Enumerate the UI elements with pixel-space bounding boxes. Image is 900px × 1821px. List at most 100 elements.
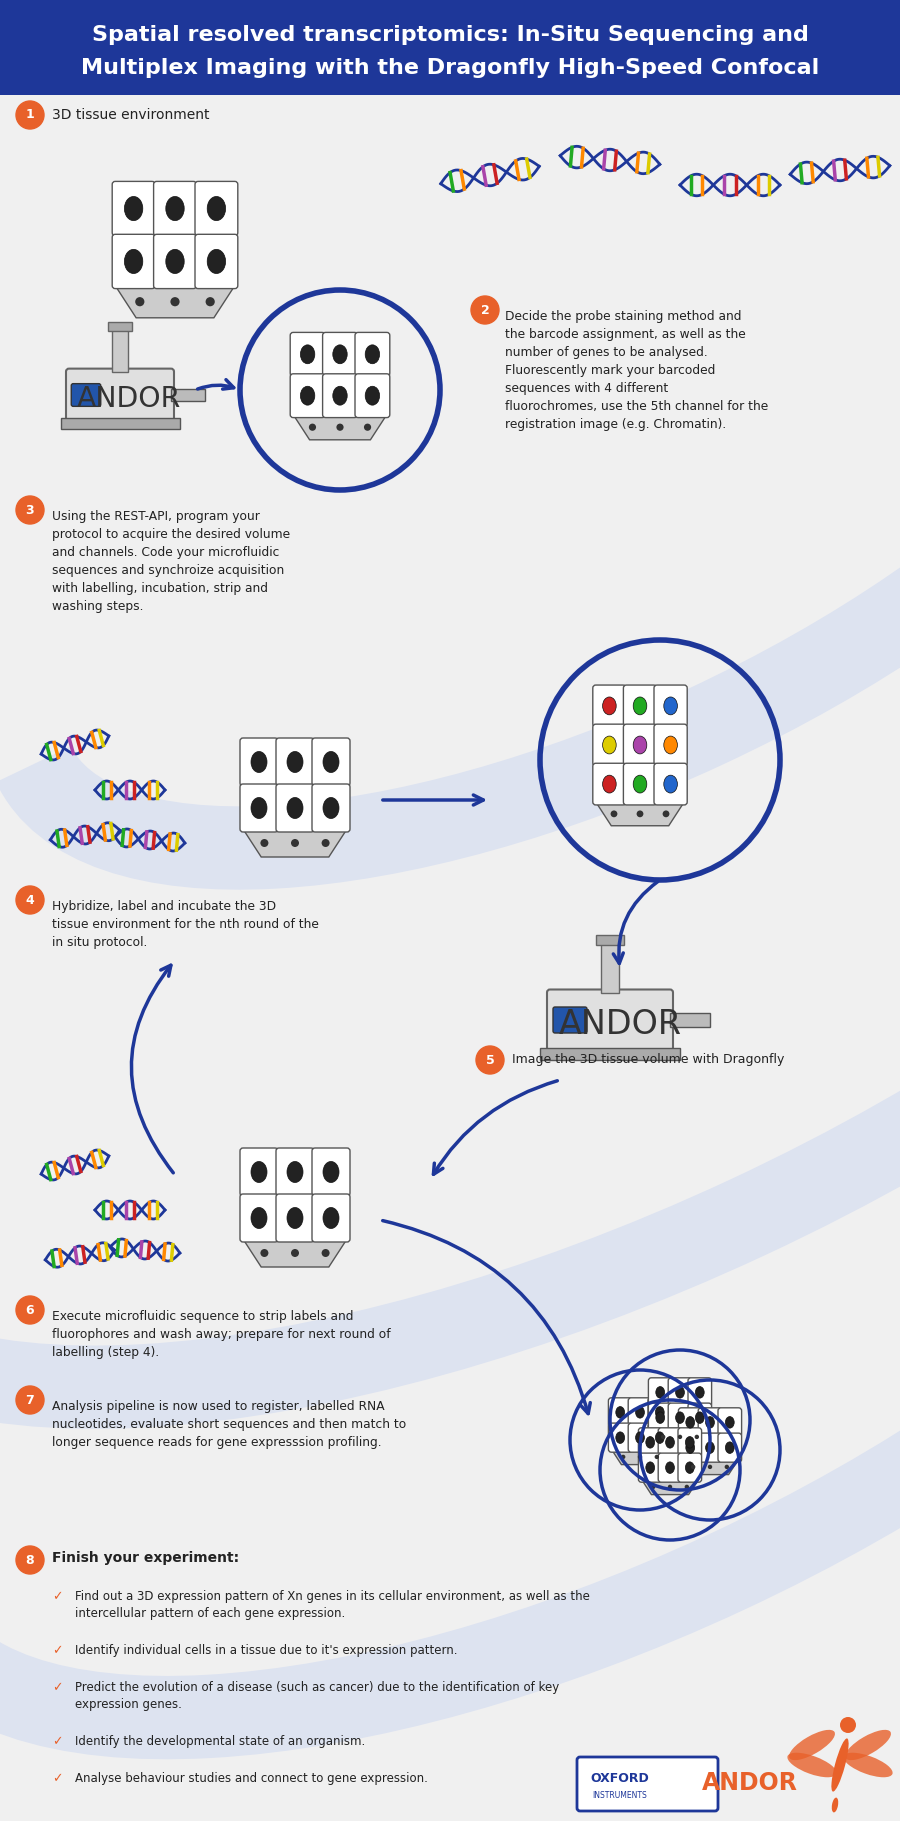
FancyBboxPatch shape: [688, 1404, 712, 1431]
Text: Analyse behaviour studies and connect to gene expression.: Analyse behaviour studies and connect to…: [75, 1772, 427, 1785]
Ellipse shape: [251, 1162, 267, 1182]
Ellipse shape: [656, 1386, 664, 1399]
Circle shape: [321, 839, 329, 847]
Circle shape: [135, 297, 144, 306]
Circle shape: [724, 1464, 729, 1470]
Ellipse shape: [725, 1442, 734, 1453]
Circle shape: [321, 1249, 329, 1256]
Polygon shape: [652, 1429, 708, 1444]
Circle shape: [291, 839, 299, 847]
Ellipse shape: [166, 197, 184, 220]
Ellipse shape: [166, 249, 184, 273]
Circle shape: [654, 1455, 659, 1459]
Circle shape: [205, 297, 215, 306]
Ellipse shape: [664, 697, 678, 716]
Circle shape: [668, 1484, 672, 1490]
Polygon shape: [642, 1479, 698, 1495]
Ellipse shape: [666, 1462, 674, 1473]
Ellipse shape: [603, 697, 616, 716]
Circle shape: [291, 1249, 299, 1256]
FancyBboxPatch shape: [195, 235, 238, 288]
Polygon shape: [115, 286, 235, 319]
Circle shape: [695, 1435, 699, 1439]
Ellipse shape: [666, 1437, 674, 1448]
Ellipse shape: [333, 344, 347, 364]
Ellipse shape: [301, 386, 315, 404]
FancyBboxPatch shape: [553, 1007, 587, 1033]
Bar: [112, 330, 128, 371]
Ellipse shape: [207, 197, 226, 220]
Ellipse shape: [634, 697, 647, 716]
Ellipse shape: [365, 386, 380, 404]
FancyBboxPatch shape: [678, 1428, 702, 1457]
FancyBboxPatch shape: [648, 1404, 672, 1431]
Ellipse shape: [635, 1431, 644, 1444]
FancyBboxPatch shape: [312, 738, 350, 787]
FancyBboxPatch shape: [322, 373, 357, 417]
FancyBboxPatch shape: [654, 763, 688, 805]
Text: Execute microfluidic sequence to strip labels and
fluorophores and wash away; pr: Execute microfluidic sequence to strip l…: [52, 1309, 391, 1358]
FancyBboxPatch shape: [71, 384, 101, 406]
Circle shape: [636, 810, 644, 818]
Ellipse shape: [323, 798, 339, 818]
FancyBboxPatch shape: [718, 1408, 742, 1437]
Text: ANDOR: ANDOR: [76, 386, 181, 413]
Circle shape: [16, 1386, 44, 1413]
FancyBboxPatch shape: [718, 1433, 742, 1462]
Ellipse shape: [124, 197, 143, 220]
Ellipse shape: [646, 1437, 654, 1448]
Circle shape: [260, 1249, 268, 1256]
Circle shape: [691, 1464, 696, 1470]
Ellipse shape: [845, 1730, 891, 1761]
Ellipse shape: [124, 249, 143, 273]
FancyBboxPatch shape: [240, 738, 278, 787]
FancyBboxPatch shape: [638, 1428, 662, 1457]
Ellipse shape: [287, 798, 303, 818]
Circle shape: [476, 1045, 504, 1074]
Polygon shape: [596, 801, 684, 825]
FancyBboxPatch shape: [322, 333, 357, 377]
FancyBboxPatch shape: [66, 368, 174, 421]
Circle shape: [610, 810, 617, 818]
Circle shape: [16, 887, 44, 914]
Ellipse shape: [323, 752, 339, 772]
Ellipse shape: [656, 1411, 664, 1424]
FancyBboxPatch shape: [195, 182, 238, 235]
Ellipse shape: [251, 1207, 267, 1229]
FancyBboxPatch shape: [290, 333, 325, 377]
Text: ✓: ✓: [52, 1681, 62, 1694]
Ellipse shape: [789, 1730, 835, 1761]
FancyBboxPatch shape: [276, 1147, 314, 1196]
Bar: [596, 934, 624, 945]
Ellipse shape: [832, 1797, 838, 1812]
Text: 7: 7: [25, 1393, 34, 1406]
Polygon shape: [293, 415, 387, 441]
Text: Find out a 3D expression pattern of Xn genes in its cellular environment, as wel: Find out a 3D expression pattern of Xn g…: [75, 1590, 590, 1621]
Circle shape: [337, 424, 344, 432]
Polygon shape: [243, 829, 347, 858]
Text: Hybridize, label and incubate the 3D
tissue environment for the nth round of the: Hybridize, label and incubate the 3D tis…: [52, 900, 319, 949]
Ellipse shape: [616, 1431, 625, 1444]
Ellipse shape: [696, 1411, 704, 1424]
Ellipse shape: [323, 1162, 339, 1182]
FancyBboxPatch shape: [276, 738, 314, 787]
Bar: [108, 322, 132, 331]
Circle shape: [16, 1546, 44, 1573]
Text: Identify the developmental state of an organism.: Identify the developmental state of an o…: [75, 1735, 365, 1748]
FancyBboxPatch shape: [688, 1378, 712, 1408]
Circle shape: [16, 100, 44, 129]
FancyBboxPatch shape: [593, 725, 626, 767]
FancyBboxPatch shape: [154, 235, 196, 288]
FancyBboxPatch shape: [290, 373, 325, 417]
Ellipse shape: [706, 1442, 715, 1453]
Ellipse shape: [664, 776, 678, 792]
Text: ✓: ✓: [52, 1772, 62, 1785]
FancyBboxPatch shape: [240, 1147, 278, 1196]
Circle shape: [16, 495, 44, 524]
Ellipse shape: [686, 1442, 695, 1453]
Text: Spatial resolved transcriptomics: In-Situ Sequencing and: Spatial resolved transcriptomics: In-Sit…: [92, 25, 808, 46]
Text: 1: 1: [25, 109, 34, 122]
Ellipse shape: [323, 1207, 339, 1229]
FancyBboxPatch shape: [698, 1408, 722, 1437]
Text: Analysis pipeline is now used to register, labelled RNA
nucleotides, evaluate sh: Analysis pipeline is now used to registe…: [52, 1400, 406, 1450]
